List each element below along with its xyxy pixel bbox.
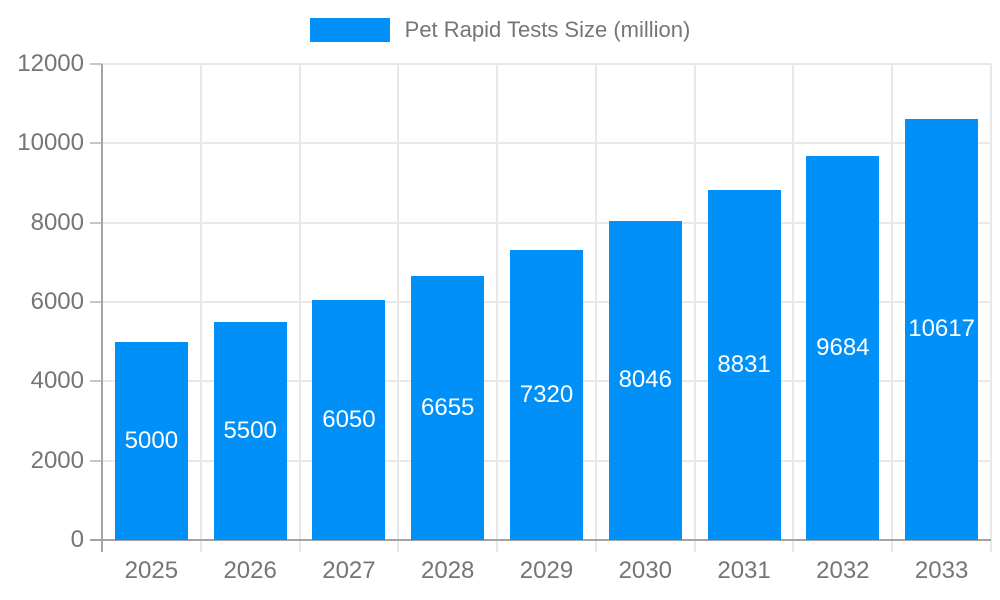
bar[interactable]	[411, 276, 485, 540]
legend-swatch-icon	[309, 18, 390, 42]
bar-value-label: 8831	[717, 350, 771, 378]
v-gridline	[594, 64, 597, 552]
x-axis-tick-label: 2025	[124, 557, 179, 584]
v-gridline	[496, 64, 499, 552]
y-axis-tick-label: 8000	[30, 208, 84, 236]
v-gridline	[397, 64, 400, 552]
bar-value-label: 6050	[322, 406, 376, 433]
y-axis-tick-label: 0	[70, 526, 84, 553]
y-axis-tick	[90, 221, 102, 224]
bar[interactable]	[707, 189, 781, 540]
bar[interactable]	[114, 341, 188, 540]
y-axis-tick-label: 4000	[30, 367, 84, 395]
v-gridline	[891, 64, 894, 552]
bar[interactable]	[905, 118, 979, 540]
v-gridline	[693, 64, 696, 552]
bar-value-label: 8046	[618, 366, 672, 394]
h-gridline	[102, 142, 991, 145]
bar[interactable]	[510, 249, 583, 540]
bar-value-label: 5500	[223, 416, 277, 444]
y-axis-tick	[90, 142, 102, 145]
bar-value-label: 9684	[816, 333, 870, 361]
y-axis-tick-label: 2000	[30, 446, 84, 474]
bar[interactable]	[312, 300, 386, 540]
x-axis-tick-label: 2033	[914, 557, 969, 584]
y-axis-tick	[90, 459, 102, 462]
x-axis-tick-label: 2032	[816, 557, 870, 584]
y-axis-tick	[90, 380, 102, 383]
y-axis-line	[101, 64, 103, 552]
bar[interactable]	[806, 155, 880, 540]
x-axis-tick-label: 2028	[421, 557, 475, 584]
y-axis-tick	[90, 301, 102, 303]
legend[interactable]: Pet Rapid Tests Size (million)	[0, 17, 1000, 43]
x-axis-tick-label: 2029	[519, 557, 574, 584]
x-axis-tick-label: 2031	[717, 557, 771, 584]
bar-value-label: 10617	[908, 315, 975, 343]
legend-label: Pet Rapid Tests Size (million)	[404, 17, 691, 42]
x-axis-tick-label: 2030	[618, 557, 672, 584]
x-axis-line	[90, 539, 991, 541]
v-gridline	[199, 64, 202, 552]
v-gridline	[990, 64, 992, 552]
x-axis-tick-label: 2027	[322, 557, 376, 584]
h-gridline	[102, 63, 991, 65]
bar-value-label: 5000	[124, 426, 179, 454]
y-axis-tick-label: 12000	[17, 50, 84, 77]
bar[interactable]	[213, 321, 287, 540]
h-gridline	[102, 221, 991, 224]
x-axis-tick-label: 2026	[223, 557, 277, 584]
y-axis-tick-label: 10000	[17, 129, 84, 157]
v-gridline	[792, 64, 795, 552]
bar-value-label: 6655	[421, 394, 475, 421]
y-axis-tick	[90, 63, 102, 65]
y-axis-tick-label: 6000	[30, 288, 84, 315]
v-gridline	[298, 64, 301, 552]
bar[interactable]	[608, 220, 682, 540]
bar-value-label: 7320	[519, 380, 574, 408]
